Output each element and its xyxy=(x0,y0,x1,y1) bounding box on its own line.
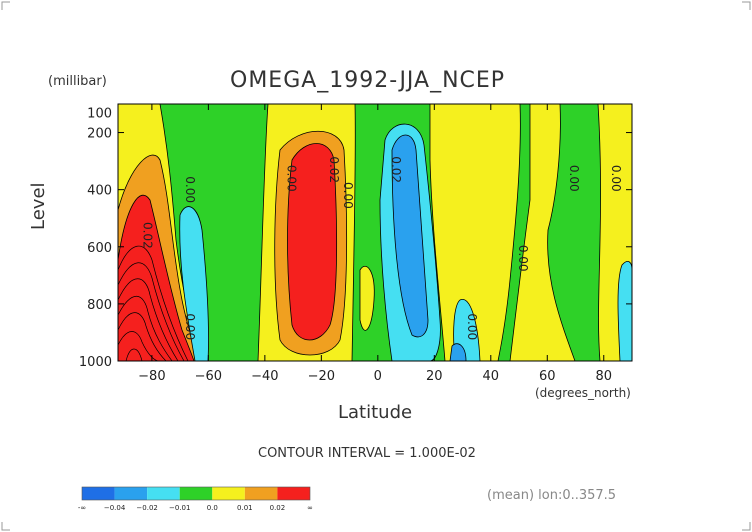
y-unit-label: (millibar) xyxy=(48,74,107,89)
colorbar-swatch xyxy=(244,487,278,500)
x-tick-label: 60 xyxy=(539,369,556,384)
contour-label: 0.00 xyxy=(516,245,530,272)
contour-label: 0.02 xyxy=(389,156,403,183)
contour-label: 0.00 xyxy=(465,313,479,340)
x-tick-label: −40 xyxy=(251,369,278,384)
colorbar-label: −0.02 xyxy=(136,504,157,512)
y-tick-label: 400 xyxy=(87,184,112,199)
contour-interval-text: CONTOUR INTERVAL = 1.000E-02 xyxy=(258,446,476,461)
colorbar-label: −0.01 xyxy=(169,504,190,512)
colorbar-swatch xyxy=(212,487,245,500)
y-tick-label: 100 xyxy=(87,107,112,122)
contour-label: 0.00 xyxy=(341,182,355,209)
colorbar-swatch xyxy=(114,487,148,500)
colorbar: -∞ −0.04 −0.02 −0.01 0.0 0.01 0.02 ∞ xyxy=(78,486,313,512)
contour-label: 0.00 xyxy=(567,165,581,192)
x-axis-label: Latitude xyxy=(338,402,413,423)
colorbar-label: 0.0 xyxy=(207,504,218,512)
x-tick-label: 0 xyxy=(374,369,382,384)
colorbar-frame xyxy=(81,486,311,501)
x-tick-label: 80 xyxy=(595,369,612,384)
y-tick-label: 1000 xyxy=(79,355,112,370)
y-tick-label: 200 xyxy=(87,127,112,142)
x-tick-label: 40 xyxy=(483,369,500,384)
x-ticks: −80 −60 −40 −20 0 20 40 60 80 xyxy=(138,104,612,384)
x-tick-label: −20 xyxy=(308,369,335,384)
colorbar-swatch xyxy=(82,487,115,500)
colorbar-swatch xyxy=(179,487,213,500)
mean-footnote: (mean) lon:0..357.5 xyxy=(487,488,617,503)
x-tick-label: −60 xyxy=(195,369,222,384)
contour-label: 0.00 xyxy=(609,165,623,192)
y-ticks: 200 400 600 800 1000 100 xyxy=(79,107,632,370)
y-tick-label: 600 xyxy=(87,241,112,256)
colorbar-label: −0.04 xyxy=(104,504,126,512)
contour-label: 0.00 xyxy=(183,176,197,203)
y-tick-label: 800 xyxy=(87,298,112,313)
contour-label: 0.00 xyxy=(183,313,197,340)
x-tick-label: −80 xyxy=(138,369,165,384)
contour-field xyxy=(118,104,632,361)
colorbar-swatch xyxy=(147,487,180,500)
chart-title: OMEGA_1992-JJA_NCEP xyxy=(230,68,506,93)
colorbar-label: ∞ xyxy=(307,504,313,512)
contour-labels: 0.020.00 0.00 0.020.000.020.000.000.00 0.00… xyxy=(140,156,623,340)
x-unit-label: (degrees_north) xyxy=(535,386,631,400)
contour-label: 0.02 xyxy=(327,156,341,183)
colorbar-label: -∞ xyxy=(78,504,86,512)
contour-label: 0.00 xyxy=(284,165,298,192)
colorbar-label: 0.01 xyxy=(237,504,253,512)
plot-frame xyxy=(117,103,633,362)
colorbar-label: 0.02 xyxy=(270,504,286,512)
x-tick-label: 20 xyxy=(426,369,443,384)
contour-label: 0.02 xyxy=(140,222,154,249)
colorbar-swatch xyxy=(277,487,310,500)
